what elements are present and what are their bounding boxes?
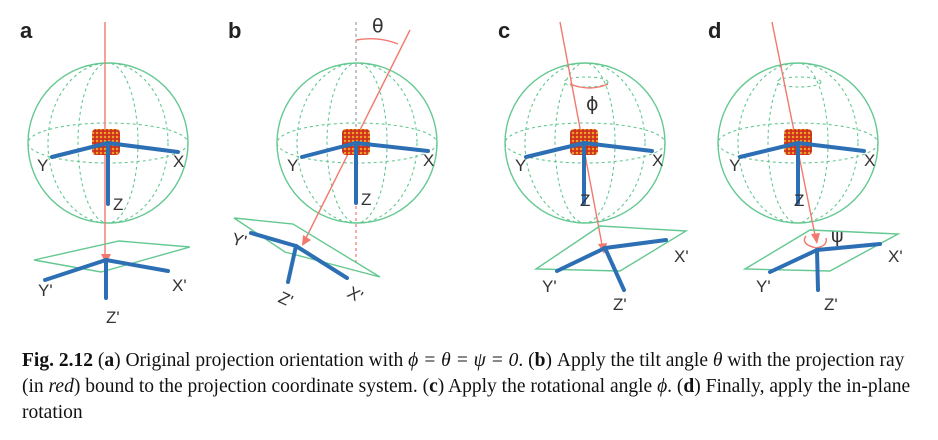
axis-label-yp-c: Y': [542, 277, 557, 296]
panel-d: d ψ X Y Z X' Y' Z': [708, 18, 903, 314]
projection-plane-d: [742, 229, 901, 272]
axis-label-xp-c: X': [674, 247, 689, 266]
axis-label-x-a: X: [173, 152, 184, 171]
axis-label-y-a: Y: [37, 156, 48, 175]
theta-angle-label: θ: [372, 15, 384, 37]
axis-label-x-c: X: [652, 151, 663, 170]
panel-b: b θ X Y Z Y' X' Z': [228, 15, 438, 311]
phi-arc-c: [569, 83, 609, 89]
projection-plane-a: [33, 240, 191, 273]
panel-label-b: b: [228, 18, 241, 43]
axis-label-yp-a: Y': [38, 281, 53, 300]
axis-label-yp-b: Y': [230, 229, 249, 251]
psi-angle-label: ψ: [831, 225, 844, 247]
equation-angles-zero: ϕ = θ = ψ = 0: [408, 350, 519, 371]
axis-label-z-a: Z: [113, 195, 123, 214]
theta-arc-b: [355, 37, 399, 45]
panel-c: c ϕ X Y Z X' Y' Z': [498, 18, 689, 314]
ray-arrowhead-b: [302, 235, 311, 246]
figure-caption: Fig. 2.12 (a) Original projection orient…: [22, 350, 911, 423]
ray-arrowhead-d: [811, 233, 820, 244]
sphere-d: [717, 62, 879, 224]
axis-label-xp-b: X': [344, 283, 366, 307]
axis-label-x-b: X: [423, 151, 434, 170]
sphere-c: [504, 62, 666, 224]
panel-a: a X Y Z X' Y' Z': [20, 18, 191, 327]
axis-label-zp-b: Z': [275, 288, 295, 311]
axis-label-z-c: Z: [580, 191, 590, 210]
axis-label-z-d: Z: [794, 191, 804, 210]
axis-label-z-b: Z: [361, 190, 371, 209]
axis-label-y-d: Y: [729, 156, 740, 175]
panel-label-a: a: [20, 18, 33, 43]
figure-number: Fig. 2.12: [22, 350, 93, 371]
axis-label-xp-a: X': [172, 276, 187, 295]
projection-plane-b: [233, 217, 381, 278]
psi-arc-d: [803, 235, 827, 249]
phi-angle-label: ϕ: [586, 93, 599, 115]
axis-label-y-c: Y: [515, 156, 526, 175]
projection-plane-c: [533, 225, 689, 272]
panel-label-d: d: [708, 18, 721, 43]
axis-label-zp-d: Z': [824, 295, 838, 314]
panel-label-c: c: [498, 18, 510, 43]
axis-label-x-d: X: [864, 151, 875, 170]
axis-label-yp-d: Y': [756, 277, 771, 296]
axis-label-zp-c: Z': [613, 295, 627, 314]
axis-label-zp-a: Z': [106, 308, 120, 327]
figure-illustration: a X Y Z X' Y' Z' b: [20, 15, 903, 327]
axis-label-xp-d: X': [888, 247, 903, 266]
axis-label-y-b: Y: [287, 156, 298, 175]
